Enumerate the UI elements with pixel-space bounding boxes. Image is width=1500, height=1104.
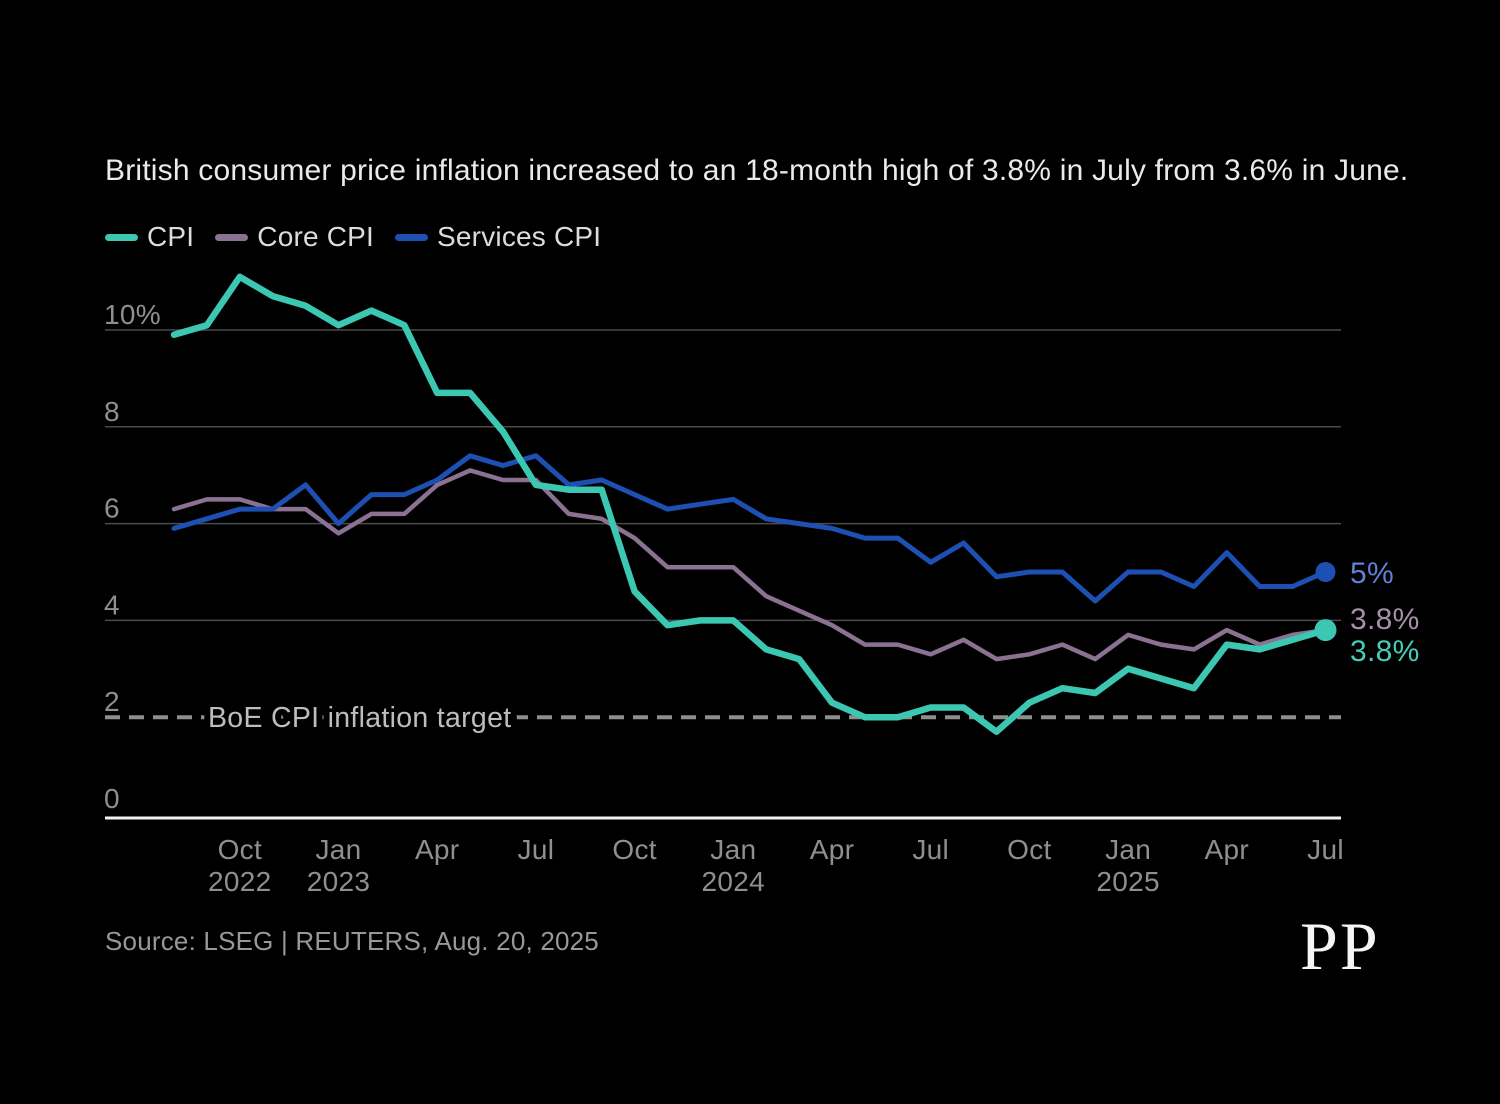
y-tick-label-0: 0 — [104, 783, 120, 814]
x-tick-year-29: 2025 — [1096, 866, 1160, 897]
legend-swatch-1 — [215, 233, 249, 241]
y-tick-label-10: 10% — [104, 299, 161, 330]
end-dot-cpi — [1314, 619, 1337, 642]
x-tick-year-17: 2024 — [702, 866, 766, 897]
legend-item-services-cpi: Services CPI — [395, 221, 601, 253]
y-tick-label-6: 6 — [104, 493, 120, 524]
y-tick-label-2: 2 — [104, 686, 120, 717]
end-label-cpi: 3.8% — [1350, 635, 1420, 668]
x-tick-month-2: Oct — [218, 834, 262, 865]
end-dot-services-cpi — [1315, 562, 1336, 582]
x-tick-month-17: Jan — [710, 834, 756, 865]
x-tick-year-2: 2022 — [208, 866, 272, 897]
x-tick-month-26: Oct — [1007, 834, 1051, 865]
x-tick-month-8: Apr — [415, 834, 459, 865]
series-line-services-cpi — [171, 453, 1328, 604]
x-tick-month-32: Apr — [1205, 834, 1249, 865]
x-tick-month-35: Jul — [1307, 834, 1344, 865]
y-tick-label-4: 4 — [104, 589, 120, 620]
end-label-core-cpi: 3.8% — [1350, 603, 1420, 636]
source-attribution: Source: LSEG | REUTERS, Aug. 20, 2025 — [105, 926, 599, 956]
chart-legend: CPI Core CPI Services CPI — [105, 221, 601, 253]
x-tick-month-14: Oct — [612, 834, 656, 865]
series-line-cpi — [170, 273, 1329, 735]
legend-swatch-2 — [395, 233, 429, 241]
publisher-logo: PP — [1300, 908, 1380, 984]
x-tick-year-5: 2023 — [307, 866, 371, 897]
legend-swatch-0 — [105, 233, 138, 241]
legend-label: Services CPI — [437, 221, 602, 252]
x-tick-month-23: Jul — [912, 834, 949, 865]
boe-target-label: BoE CPI inflation target — [208, 702, 511, 734]
legend-item-cpi: CPI — [105, 221, 194, 253]
chart-title: British consumer price inflation increas… — [105, 154, 1409, 187]
series-line-core-cpi — [171, 468, 1328, 662]
end-label-services-cpi: 5% — [1350, 557, 1394, 590]
y-tick-label-8: 8 — [104, 396, 120, 427]
x-tick-month-20: Apr — [810, 834, 854, 865]
legend-item-core-cpi: Core CPI — [215, 221, 374, 253]
legend-label: CPI — [147, 221, 195, 252]
x-tick-month-5: Jan — [315, 834, 361, 865]
legend-label: Core CPI — [257, 221, 375, 252]
x-tick-month-11: Jul — [518, 834, 555, 865]
x-tick-month-29: Jan — [1105, 834, 1151, 865]
